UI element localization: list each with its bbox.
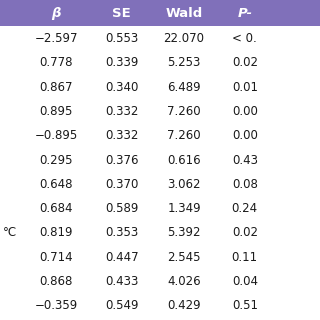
Text: 22.070: 22.070 — [164, 32, 204, 45]
FancyBboxPatch shape — [0, 245, 320, 269]
Text: 0.616: 0.616 — [167, 154, 201, 166]
Text: 0.04: 0.04 — [232, 275, 258, 288]
Text: 0.00: 0.00 — [232, 105, 258, 118]
Text: 0.447: 0.447 — [105, 251, 139, 264]
FancyBboxPatch shape — [0, 269, 320, 294]
FancyBboxPatch shape — [0, 99, 320, 124]
Text: 0.778: 0.778 — [39, 56, 73, 69]
Text: 0.295: 0.295 — [39, 154, 73, 166]
Text: 0.43: 0.43 — [232, 154, 258, 166]
Text: −2.597: −2.597 — [34, 32, 78, 45]
Text: 0.549: 0.549 — [105, 300, 138, 312]
Text: 0.714: 0.714 — [39, 251, 73, 264]
Text: −0.359: −0.359 — [34, 300, 78, 312]
Text: 0.01: 0.01 — [232, 81, 258, 93]
FancyBboxPatch shape — [0, 124, 320, 148]
Text: 0.339: 0.339 — [105, 56, 138, 69]
FancyBboxPatch shape — [0, 26, 320, 51]
Text: 0.684: 0.684 — [39, 202, 73, 215]
FancyBboxPatch shape — [0, 51, 320, 75]
Text: 0.08: 0.08 — [232, 178, 258, 191]
Text: 0.819: 0.819 — [39, 227, 73, 239]
Text: 0.332: 0.332 — [105, 105, 138, 118]
Text: < 0.: < 0. — [232, 32, 257, 45]
Text: 0.02: 0.02 — [232, 227, 258, 239]
Text: 0.332: 0.332 — [105, 129, 138, 142]
Text: SE: SE — [112, 7, 131, 20]
FancyBboxPatch shape — [0, 0, 320, 26]
Text: −0.895: −0.895 — [34, 129, 78, 142]
FancyBboxPatch shape — [0, 221, 320, 245]
Text: 0.24: 0.24 — [232, 202, 258, 215]
Text: 0.868: 0.868 — [39, 275, 73, 288]
Text: 7.260: 7.260 — [167, 129, 201, 142]
Text: P-: P- — [237, 7, 252, 20]
Text: 7.260: 7.260 — [167, 105, 201, 118]
Text: 0.340: 0.340 — [105, 81, 138, 93]
Text: 0.589: 0.589 — [105, 202, 138, 215]
FancyBboxPatch shape — [0, 75, 320, 99]
Text: 6.489: 6.489 — [167, 81, 201, 93]
Text: 0.376: 0.376 — [105, 154, 138, 166]
Text: 0.553: 0.553 — [105, 32, 138, 45]
Text: β: β — [51, 7, 61, 20]
Text: 0.00: 0.00 — [232, 129, 258, 142]
Text: 0.353: 0.353 — [105, 227, 138, 239]
FancyBboxPatch shape — [0, 196, 320, 221]
Text: 0.867: 0.867 — [39, 81, 73, 93]
Text: °C: °C — [3, 227, 18, 239]
FancyBboxPatch shape — [0, 172, 320, 196]
FancyBboxPatch shape — [0, 294, 320, 318]
Text: 5.253: 5.253 — [167, 56, 201, 69]
Text: 2.545: 2.545 — [167, 251, 201, 264]
Text: 0.02: 0.02 — [232, 56, 258, 69]
Text: 1.349: 1.349 — [167, 202, 201, 215]
FancyBboxPatch shape — [0, 148, 320, 172]
Text: 5.392: 5.392 — [167, 227, 201, 239]
Text: 0.11: 0.11 — [232, 251, 258, 264]
Text: Wald: Wald — [165, 7, 203, 20]
Text: 0.51: 0.51 — [232, 300, 258, 312]
Text: 3.062: 3.062 — [167, 178, 201, 191]
Text: 4.026: 4.026 — [167, 275, 201, 288]
Text: 0.370: 0.370 — [105, 178, 138, 191]
Text: 0.895: 0.895 — [39, 105, 73, 118]
Text: 0.433: 0.433 — [105, 275, 138, 288]
Text: 0.429: 0.429 — [167, 300, 201, 312]
Text: 0.648: 0.648 — [39, 178, 73, 191]
